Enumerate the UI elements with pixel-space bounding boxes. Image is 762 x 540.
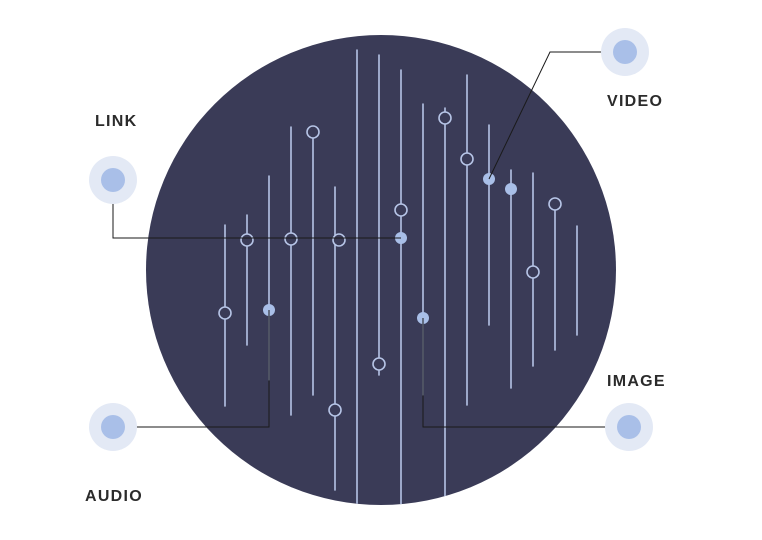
diagram-stage: LINK AUDIO VIDEO IMAGE <box>0 0 762 540</box>
marker-0 <box>219 307 231 319</box>
main-disc <box>146 35 616 505</box>
marker-extra-0 <box>395 204 407 216</box>
diagram-svg <box>0 0 762 540</box>
marker-14 <box>527 266 539 278</box>
blob-inner-image <box>617 415 641 439</box>
blob-inner-audio <box>101 415 125 439</box>
marker-4 <box>307 126 319 138</box>
label-image: IMAGE <box>607 373 666 391</box>
marker-1 <box>241 234 253 246</box>
marker-15 <box>549 198 561 210</box>
marker-13 <box>505 183 517 195</box>
marker-extra-1 <box>333 234 345 246</box>
label-video: VIDEO <box>607 93 663 111</box>
label-link: LINK <box>95 113 137 131</box>
marker-10 <box>439 112 451 124</box>
marker-3 <box>285 233 297 245</box>
blob-inner-link <box>101 168 125 192</box>
label-audio: AUDIO <box>85 488 143 506</box>
marker-11 <box>461 153 473 165</box>
marker-5 <box>329 404 341 416</box>
marker-7 <box>373 358 385 370</box>
blob-inner-video <box>613 40 637 64</box>
